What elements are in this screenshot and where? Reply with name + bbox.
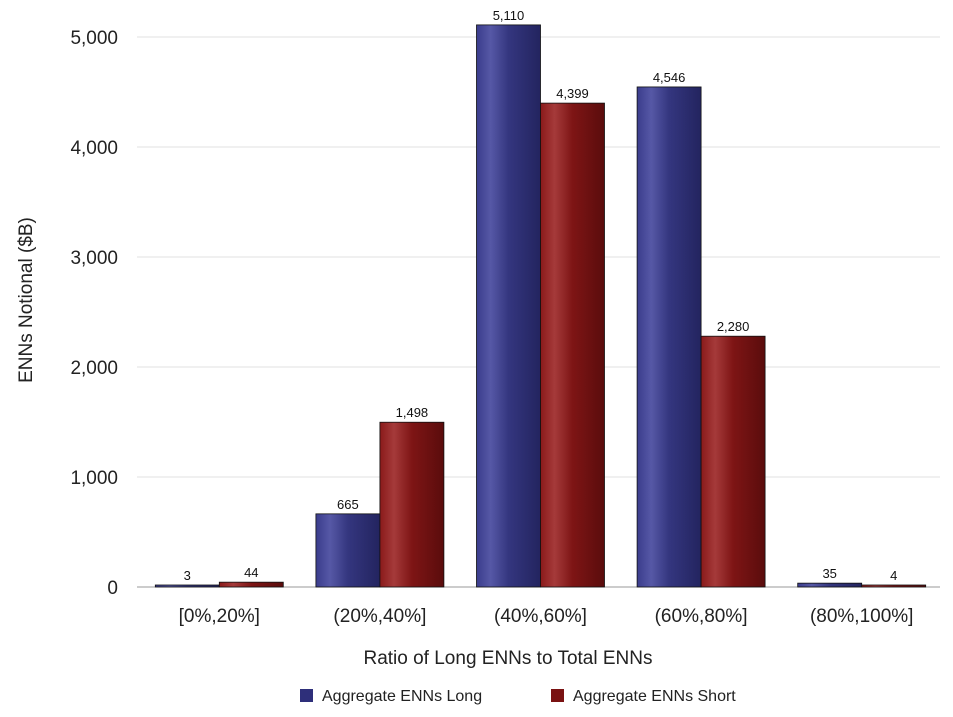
x-tick-label: (60%,80%] [655, 606, 748, 627]
x-tick-label: (80%,100%] [810, 606, 914, 627]
y-tick-label: 2,000 [70, 358, 118, 379]
y-tick-label: 3,000 [70, 248, 118, 269]
data-label-long: 665 [337, 497, 359, 512]
bars [154, 24, 927, 588]
y-tick-label: 0 [107, 578, 118, 599]
legend-label-short: Aggregate ENNs Short [573, 688, 736, 705]
data-label-long: 5,110 [493, 8, 525, 23]
bar-short [861, 584, 927, 588]
legend-label-long: Aggregate ENNs Long [322, 688, 482, 705]
data-label-long: 3 [184, 568, 191, 583]
bar-long [636, 86, 702, 588]
y-tick-label: 4,000 [70, 138, 118, 159]
data-label-long: 35 [822, 566, 836, 581]
data-label-short: 4 [890, 568, 897, 583]
x-tick-label: (20%,40%] [333, 606, 426, 627]
x-tick-label: (40%,60%] [494, 606, 587, 627]
legend-swatch-long [300, 689, 313, 702]
data-label-short: 44 [244, 565, 258, 580]
x-tick-label: [0%,20%] [179, 606, 260, 627]
bar-long [154, 584, 220, 588]
legend: Aggregate ENNs Long Aggregate ENNs Short [300, 688, 736, 705]
bar-short [700, 335, 766, 588]
bar-short [540, 102, 605, 588]
bar-long [315, 513, 381, 588]
bar-short [218, 581, 284, 588]
data-label-short: 2,280 [717, 319, 750, 334]
bar-long [476, 24, 541, 588]
x-axis-title: Ratio of Long ENNs to Total ENNs [363, 648, 652, 669]
y-tick-label: 5,000 [70, 28, 118, 49]
legend-swatch-short [551, 689, 564, 702]
data-label-short: 4,399 [556, 86, 589, 101]
x-axis-categories: [0%,20%] (20%,40%] (40%,60%] (60%,80%] (80%,… [179, 606, 914, 627]
bar-long [797, 582, 863, 588]
data-labels: 3 44 665 1,498 5,110 4,399 4,546 2,280 35 4 [184, 8, 898, 583]
y-tick-label: 1,000 [70, 468, 118, 489]
y-axis-ticks: 0 1,000 2,000 3,000 4,000 5,000 [70, 28, 118, 599]
y-axis-title: ENNs Notional ($B) [16, 217, 37, 383]
data-label-short: 1,498 [396, 405, 429, 420]
bar-short [379, 421, 445, 588]
data-label-long: 4,546 [653, 70, 686, 85]
